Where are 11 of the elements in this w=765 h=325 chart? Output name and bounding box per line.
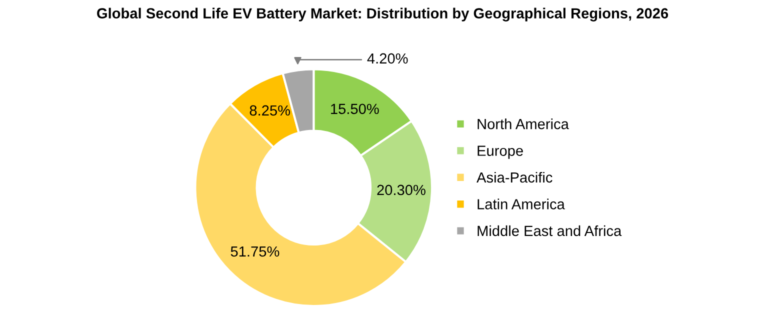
legend-label: Middle East and Africa <box>478 225 622 236</box>
legend-label: North America <box>478 118 569 130</box>
data-label: 4.20% <box>367 53 408 64</box>
data-label: 51.75% <box>230 246 280 257</box>
legend-label: Europe <box>478 146 523 159</box>
data-label: 15.50% <box>331 104 379 114</box>
legend-label: Asia-Pacific <box>476 172 552 183</box>
data-label: 20.30% <box>377 184 426 196</box>
chart-title: Global Second Life EV Battery Market: Distribution by Geographical Regions, 2026 <box>97 8 668 22</box>
data-label: 8.25% <box>250 105 290 116</box>
legend-label: Latin America <box>478 198 565 210</box>
